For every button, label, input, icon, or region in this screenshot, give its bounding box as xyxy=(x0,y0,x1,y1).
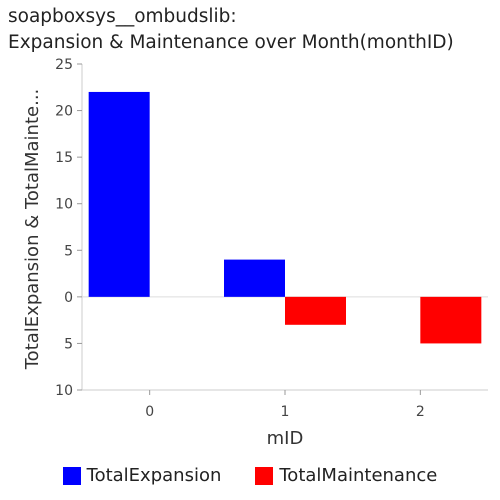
x-tick-label: 2 xyxy=(416,404,425,420)
x-axis-label: mID xyxy=(267,428,304,449)
tick-labels: 25 20 15 10 5 0 5 10 0 1 2 xyxy=(55,57,425,420)
y-tick-label: 20 xyxy=(55,104,73,120)
bar-totalexpansion-0[interactable] xyxy=(88,91,150,297)
legend-label-expansion: TotalExpansion xyxy=(86,465,222,486)
y-tick-label: 10 xyxy=(55,197,73,213)
y-axis-label: TotalExpansion & TotalMainte... xyxy=(22,89,43,371)
legend-label-maintenance: TotalMaintenance xyxy=(279,465,438,486)
y-tick-label: 25 xyxy=(55,57,73,73)
y-tick-label: 5 xyxy=(64,336,73,352)
chart-title-line-1: soapboxsys__ombudslib: xyxy=(8,6,237,27)
legend-item-maintenance[interactable]: TotalMaintenance xyxy=(255,465,437,486)
bars xyxy=(88,91,482,344)
legend: TotalExpansion TotalMaintenance xyxy=(0,465,500,486)
legend-swatch-maintenance xyxy=(255,466,274,485)
chart-title-line-2: Expansion & Maintenance over Month(month… xyxy=(8,32,454,53)
x-tick-label: 0 xyxy=(145,404,154,420)
legend-swatch-expansion xyxy=(62,466,81,485)
y-tick-label: 10 xyxy=(55,383,73,399)
y-tick-label: 15 xyxy=(55,150,73,166)
bar-totalexpansion-1[interactable] xyxy=(224,259,285,297)
y-tick-label: 0 xyxy=(64,290,73,306)
y-tick-label: 5 xyxy=(64,243,73,259)
bar-totalmaintenance-1[interactable] xyxy=(285,296,346,325)
x-tick-label: 1 xyxy=(281,404,290,420)
bar-totalmaintenance-2[interactable] xyxy=(420,296,482,344)
legend-item-expansion[interactable]: TotalExpansion xyxy=(62,465,222,486)
